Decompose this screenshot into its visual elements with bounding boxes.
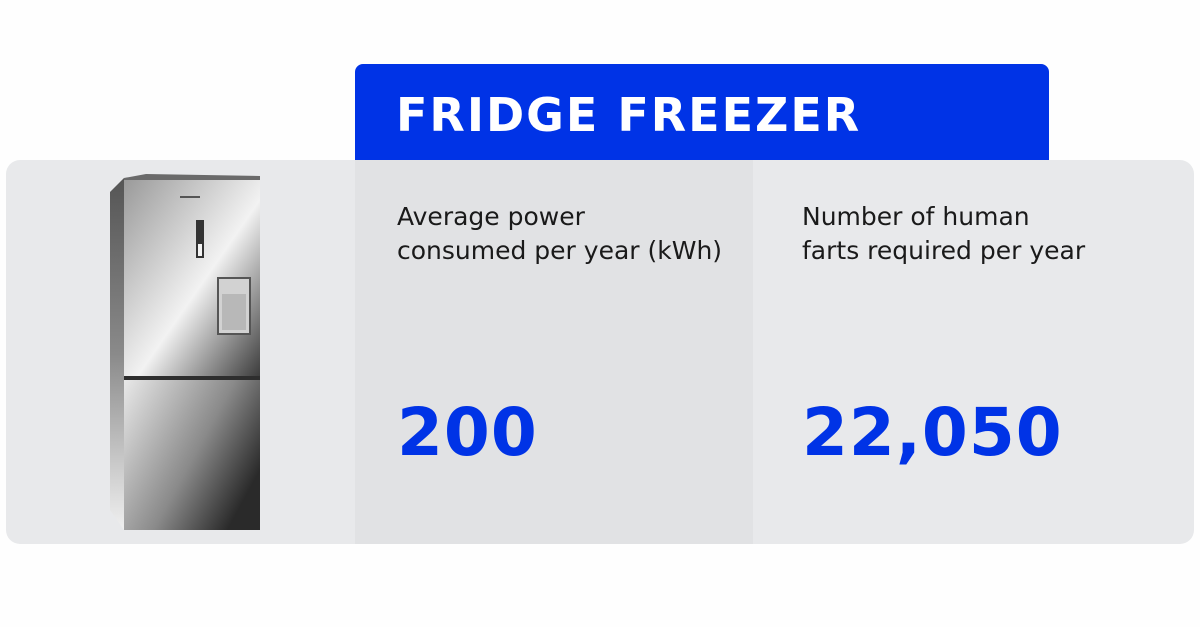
stats-panel: Average power consumed per year (kWh) 20… <box>6 160 1194 544</box>
fridge-freezer-illustration <box>106 170 276 535</box>
farts-value: 22,050 <box>802 394 1063 471</box>
page-title: FRIDGE FREEZER <box>396 88 862 142</box>
fridge-freezer-image <box>110 174 260 530</box>
power-column: Average power consumed per year (kWh) 20… <box>355 160 753 544</box>
power-label: Average power consumed per year (kWh) <box>397 202 723 265</box>
power-value: 200 <box>397 394 538 471</box>
farts-label: Number of human farts required per year <box>802 202 1086 265</box>
title-banner: FRIDGE FREEZER <box>355 64 1049 162</box>
